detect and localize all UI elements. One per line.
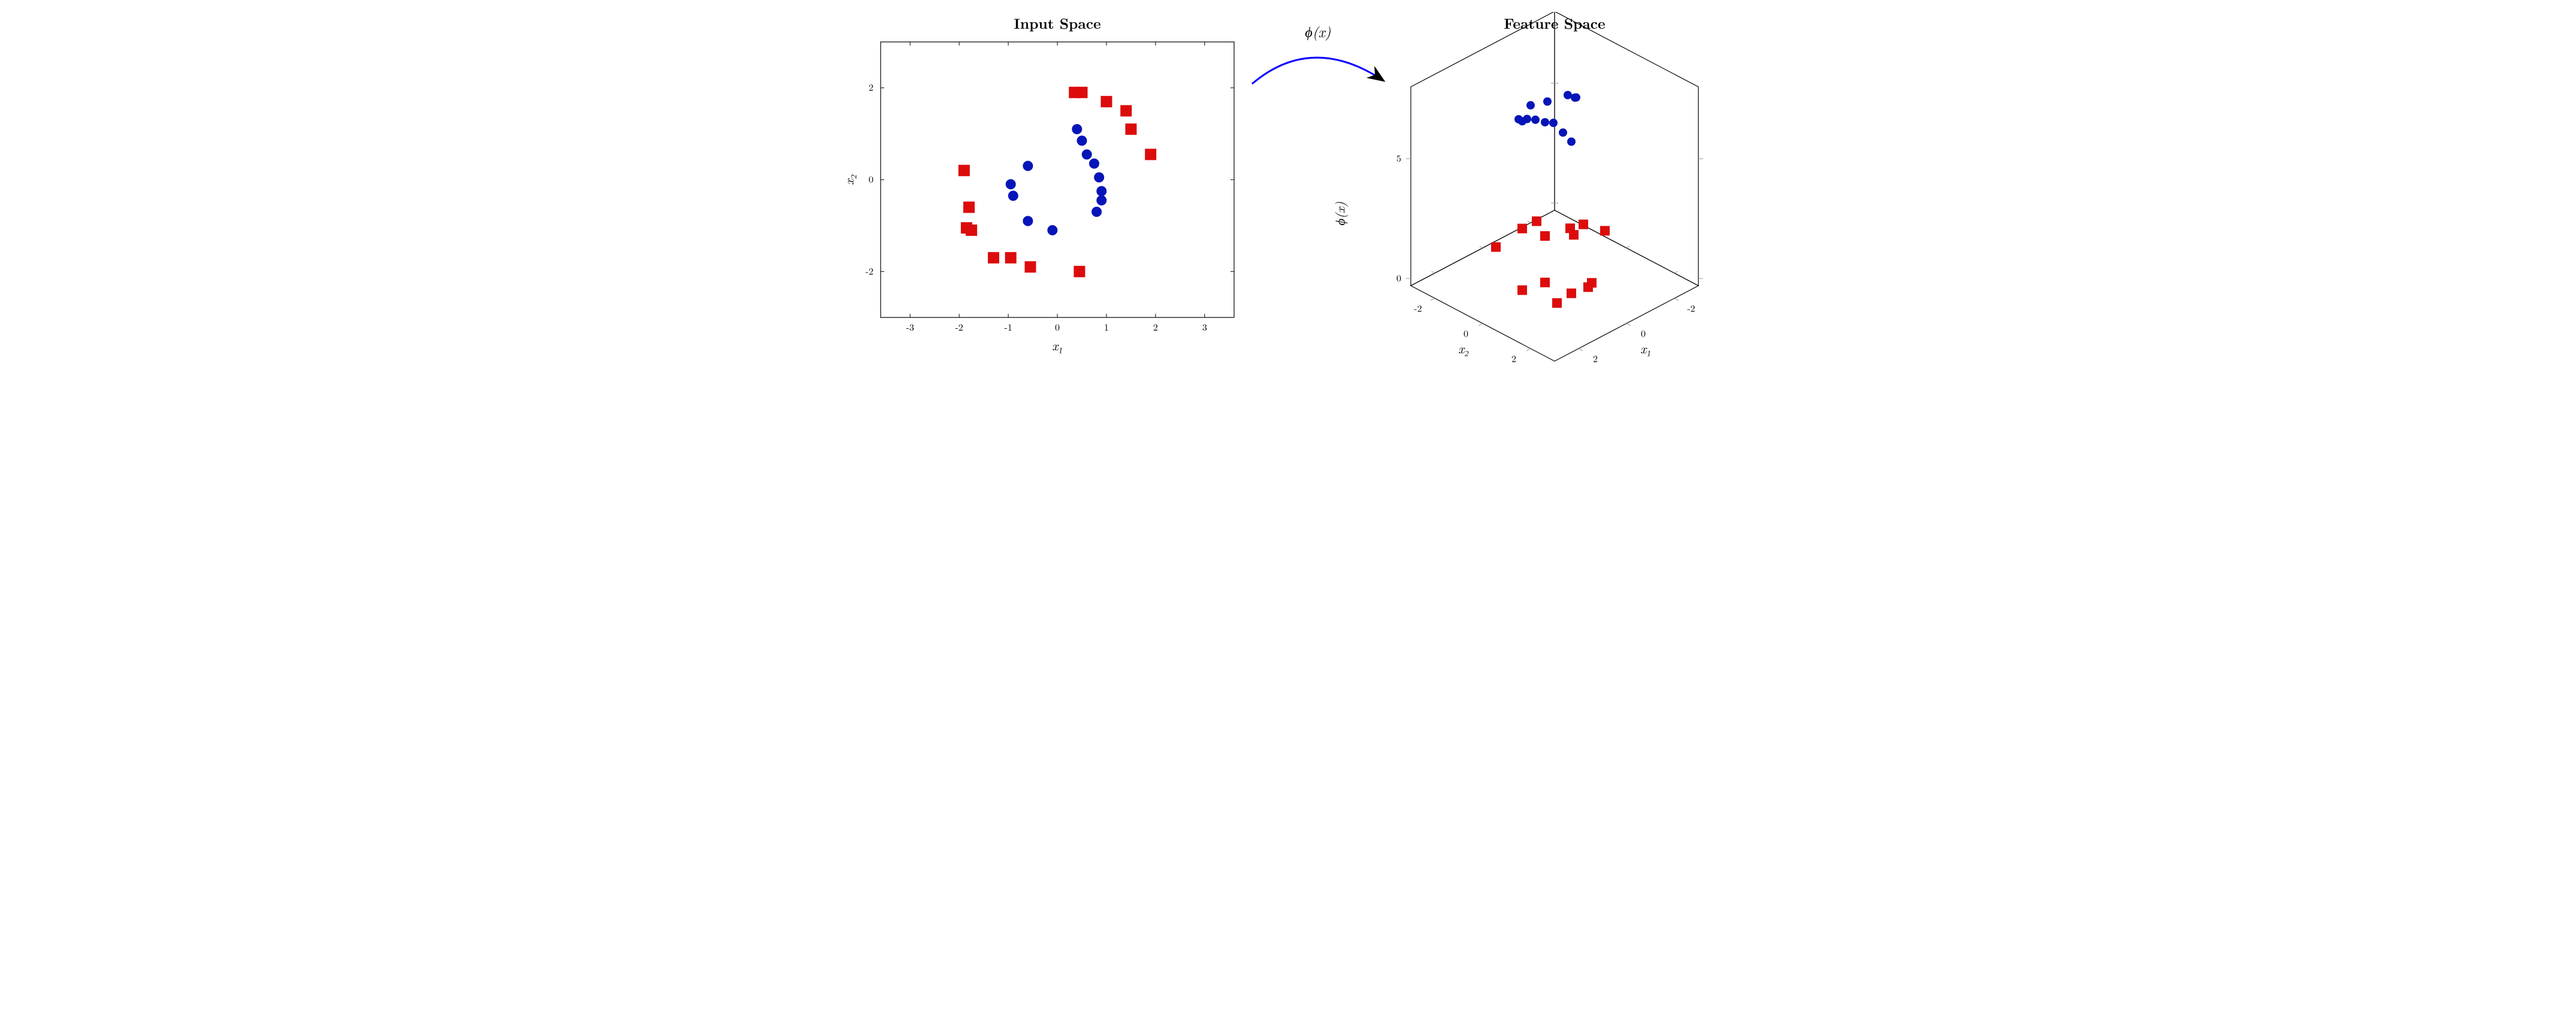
left-red-point: [1025, 262, 1036, 273]
right-red-point: [1491, 242, 1501, 252]
left-xtick-label: 2: [1153, 320, 1158, 334]
right-tick: [1432, 271, 1435, 273]
left-blue-point: [1097, 196, 1106, 205]
right-x1-tick-label: 2: [1593, 352, 1598, 365]
right-blue-point: [1526, 101, 1535, 110]
right-red-point: [1540, 231, 1550, 241]
left-xtick-label: -3: [906, 320, 914, 334]
right-blue-point: [1549, 119, 1558, 127]
right-wall-right: [1555, 12, 1698, 286]
right-blue-point: [1543, 98, 1552, 106]
left-blue-point: [1092, 207, 1102, 217]
phi-arrow: [1252, 57, 1384, 84]
right-red-point: [1532, 216, 1541, 226]
right-red-point: [1565, 223, 1575, 233]
right-z-tick-label: 0: [1396, 271, 1401, 284]
left-blue-point: [1006, 180, 1015, 189]
right-x1-tick-label: -2: [1687, 301, 1695, 315]
left-blue-point: [1082, 150, 1092, 159]
figure-svg: Input Space-3-2-10123-202x₁x₂ϕ(x)Feature…: [839, 12, 1737, 371]
left-blue-point: [1097, 186, 1106, 196]
right-red-point: [1517, 285, 1527, 295]
left-red-point: [1101, 96, 1112, 107]
right-red-point: [1517, 224, 1527, 234]
right-red-point: [1600, 226, 1610, 235]
right-tick: [1626, 246, 1629, 248]
left-xlabel: x₁: [1052, 336, 1063, 355]
left-red-point: [1074, 266, 1085, 277]
left-blue-point: [1089, 159, 1099, 168]
left-xtick-label: 1: [1104, 320, 1109, 334]
right-blue-point: [1567, 138, 1576, 146]
right-red-point: [1583, 282, 1593, 292]
right-z-tick-label: 5: [1396, 151, 1401, 165]
left-blue-point: [1023, 161, 1033, 171]
right-x2-label: x₂: [1458, 339, 1469, 358]
left-red-point: [959, 165, 969, 176]
left-blue-point: [1095, 172, 1104, 182]
left-ylabel: x₂: [839, 174, 858, 185]
left-red-point: [1145, 149, 1156, 160]
right-blue-point: [1514, 115, 1523, 123]
left-red-point: [1077, 87, 1087, 98]
right-tick: [1674, 298, 1679, 301]
left-ytick-label: 2: [869, 80, 873, 94]
right-blue-point: [1559, 128, 1567, 137]
right-tick: [1526, 349, 1531, 351]
left-blue-point: [1048, 225, 1057, 235]
left-plot-frame: [881, 42, 1234, 317]
right-blue-point: [1541, 118, 1549, 126]
left-red-point: [1126, 124, 1136, 135]
right-tick: [1626, 323, 1631, 326]
right-tick: [1674, 271, 1677, 273]
left-red-point: [988, 252, 999, 263]
left-xtick-label: 3: [1202, 320, 1207, 334]
right-x2-tick-label: 2: [1511, 352, 1516, 365]
left-ytick-label: 0: [869, 172, 873, 186]
right-tick: [1528, 221, 1531, 223]
phi-arrow-label: ϕ(x): [1305, 21, 1331, 41]
right-x1-tick-label: 0: [1641, 326, 1646, 340]
left-xtick-label: -2: [955, 320, 963, 334]
right-z-label: ϕ(x): [1331, 202, 1349, 226]
right-x1-label: x₁: [1640, 339, 1651, 358]
left-blue-point: [1072, 125, 1082, 134]
right-wall-left: [1411, 12, 1555, 286]
left-blue-point: [1023, 216, 1033, 226]
right-tick: [1479, 323, 1483, 326]
figure-container: Input Space-3-2-10123-202x₁x₂ϕ(x)Feature…: [839, 12, 1737, 371]
right-x2-tick-label: 0: [1464, 326, 1468, 340]
right-red-point: [1540, 278, 1550, 287]
left-red-point: [1121, 105, 1132, 116]
right-red-point: [1579, 220, 1588, 229]
left-plot-title: Input Space: [1014, 13, 1100, 34]
left-red-point: [1005, 252, 1016, 263]
right-tick: [1579, 349, 1583, 351]
right-tick: [1480, 246, 1483, 248]
left-red-point: [966, 225, 977, 235]
left-xtick-label: -1: [1004, 320, 1012, 334]
right-blue-point: [1572, 93, 1580, 102]
right-red-point: [1552, 298, 1562, 308]
left-ytick-label: -2: [866, 264, 873, 277]
left-xtick-label: 0: [1055, 320, 1060, 334]
right-x2-tick-label: -2: [1414, 301, 1422, 315]
left-red-point: [964, 202, 975, 213]
right-floor: [1411, 210, 1698, 361]
right-red-point: [1567, 289, 1576, 298]
left-blue-point: [1077, 136, 1087, 146]
right-blue-point: [1564, 91, 1572, 99]
left-blue-point: [1008, 191, 1018, 201]
right-blue-point: [1531, 116, 1540, 124]
right-tick: [1431, 298, 1435, 301]
